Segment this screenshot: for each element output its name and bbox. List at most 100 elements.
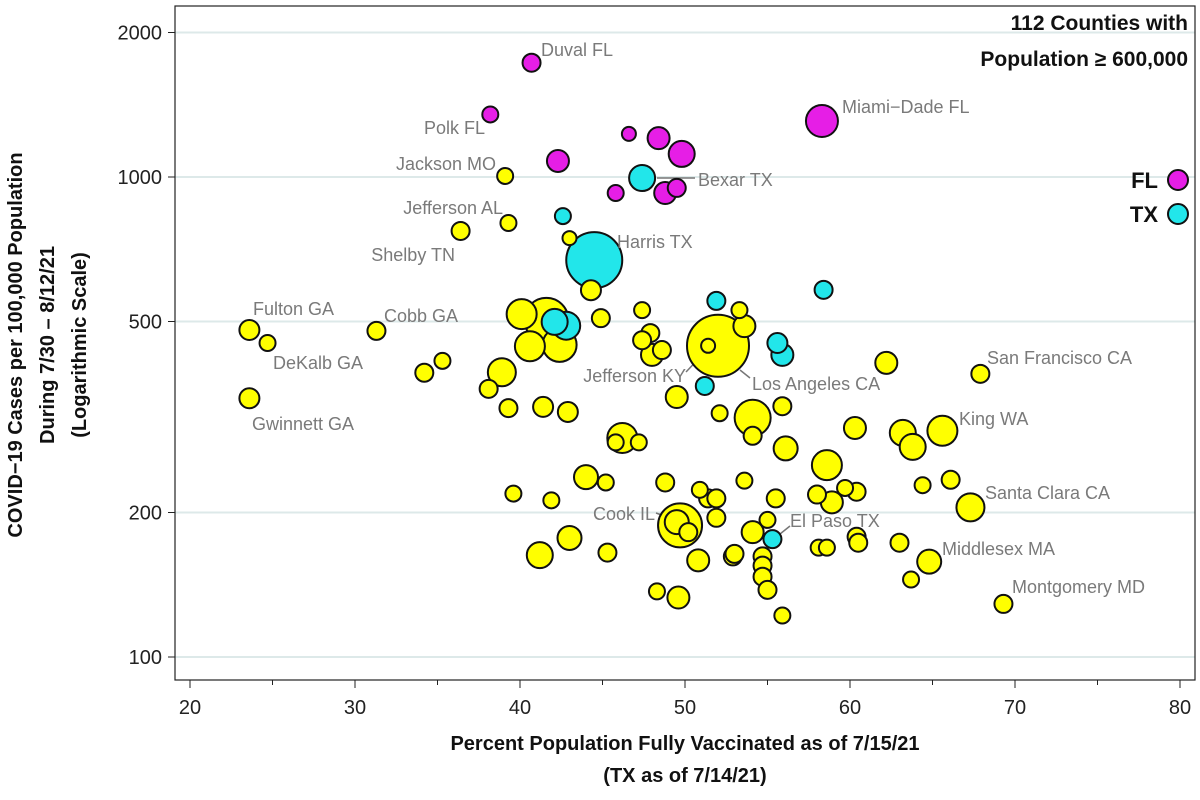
data-point <box>542 491 561 510</box>
data-point <box>678 522 699 543</box>
data-point <box>848 532 869 553</box>
data-point <box>874 350 899 375</box>
data-point-shelby-tn <box>450 220 471 241</box>
data-point-jefferson-al <box>499 213 518 232</box>
point-label: Duval FL <box>541 40 613 60</box>
data-point <box>647 582 666 601</box>
x-tick-label: 70 <box>1004 697 1026 719</box>
y-tick-label: 2000 <box>118 23 163 45</box>
data-point <box>902 570 921 589</box>
gridlines <box>175 31 1195 658</box>
data-point-jackson-mo <box>496 166 515 185</box>
point-label: El Paso TX <box>790 511 880 531</box>
x-axis-label-line-2: (TX as of 7/14/21) <box>603 765 766 787</box>
point-label: Los Angeles CA <box>752 374 880 394</box>
legend: FL TX <box>1130 168 1189 227</box>
data-point-bexar-tx <box>628 164 657 193</box>
data-point <box>706 507 727 528</box>
data-point <box>735 471 754 490</box>
x-tick-label: 20 <box>179 697 201 719</box>
point-label: Jackson MO <box>396 154 496 174</box>
data-point <box>666 177 687 198</box>
point-label: Santa Clara CA <box>985 483 1110 503</box>
point-label: Jefferson AL <box>403 198 503 218</box>
data-point <box>606 184 625 203</box>
data-point-cobb-ga <box>366 320 387 341</box>
y-tick-label: 200 <box>129 503 162 525</box>
data-point-duval-fl <box>521 52 542 73</box>
data-point <box>513 330 546 363</box>
data-point <box>817 538 836 557</box>
data-point <box>620 125 637 142</box>
point-label: King WA <box>959 409 1028 429</box>
x-tick-label: 80 <box>1169 697 1191 719</box>
data-point <box>629 433 648 452</box>
data-point <box>646 126 671 151</box>
data-point <box>706 488 727 509</box>
chart-title-line-2: Population ≥ 600,000 <box>980 48 1188 71</box>
y-tick-label: 500 <box>129 311 162 333</box>
legend-marker-fl <box>1167 169 1189 191</box>
data-point <box>740 520 765 545</box>
data-point-polk-fl <box>481 105 500 124</box>
point-labels: Duval FL Polk FL Miami−Dade FL Bexar TX Harr… <box>252 40 1145 597</box>
data-point <box>505 298 538 331</box>
data-point-gwinnett-ga <box>238 387 261 410</box>
data-point-santa-clara-ca <box>955 492 986 523</box>
legend-label-tx: TX <box>1130 202 1158 227</box>
x-axis: 20 30 40 50 60 70 80 <box>179 680 1191 719</box>
point-label: Polk FL <box>424 118 485 138</box>
data-point-middlesex-ma <box>916 548 943 575</box>
data-point <box>724 543 745 564</box>
data-point <box>606 433 625 452</box>
data-point-king-wa <box>926 414 959 447</box>
x-tick-label: 30 <box>344 697 366 719</box>
data-point <box>710 404 729 423</box>
data-point <box>651 340 672 361</box>
data-point-montgomery-md <box>993 593 1014 614</box>
data-point <box>694 375 715 396</box>
data-point <box>561 230 578 247</box>
point-label: Montgomery MD <box>1012 577 1145 597</box>
data-point <box>498 398 519 419</box>
y-axis-label-line-1: COVID−19 Cases per 100,000 Population <box>5 152 27 537</box>
point-label: Jefferson KY <box>583 366 686 386</box>
data-point <box>525 541 554 570</box>
data-point <box>655 472 676 493</box>
data-point <box>579 279 602 302</box>
data-point <box>632 330 653 351</box>
data-point-jefferson-ky <box>700 337 717 354</box>
data-point <box>686 548 711 573</box>
chart-title-line-1: 112 Counties with <box>1011 12 1188 35</box>
data-point <box>758 510 777 529</box>
data-point <box>532 395 555 418</box>
x-tick-label: 40 <box>509 697 531 719</box>
point-label: Bexar TX <box>698 170 773 190</box>
point-label: Middlesex MA <box>942 539 1055 559</box>
data-point-san-francisco-ca <box>970 363 991 384</box>
data-point <box>590 308 611 329</box>
point-label: San Francisco CA <box>987 348 1132 368</box>
data-point <box>556 524 583 551</box>
y-tick-label: 1000 <box>118 167 163 189</box>
data-point <box>597 542 618 563</box>
x-tick-label: 60 <box>839 697 861 719</box>
data-point <box>913 476 932 495</box>
data-point <box>633 301 652 320</box>
data-point <box>940 469 961 490</box>
data-point <box>889 532 910 553</box>
data-point <box>730 301 749 320</box>
label-connector <box>739 369 751 379</box>
x-tick-label: 50 <box>674 697 696 719</box>
data-point <box>813 279 834 300</box>
data-point <box>742 425 763 446</box>
data-point <box>573 464 599 491</box>
legend-marker-tx <box>1167 203 1189 225</box>
data-point-miami-dade-fl <box>804 104 839 139</box>
point-label: Shelby TN <box>371 245 455 265</box>
data-point <box>504 484 523 503</box>
data-point <box>545 148 570 173</box>
point-label: Harris TX <box>617 232 693 252</box>
data-point <box>836 478 855 497</box>
